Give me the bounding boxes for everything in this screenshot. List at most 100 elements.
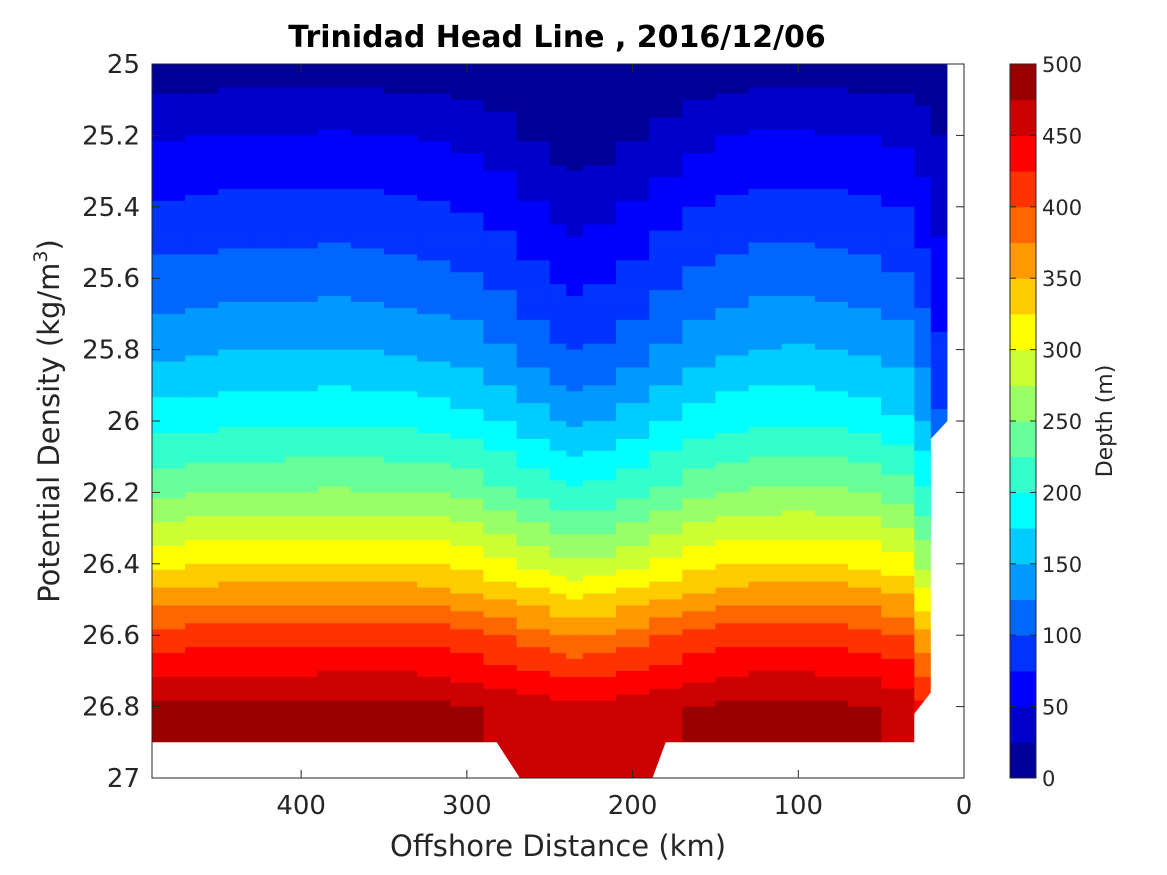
contour-cell	[450, 450, 485, 458]
contour-cell	[682, 159, 717, 166]
contour-cell	[582, 653, 617, 660]
contour-cell	[748, 450, 783, 458]
contour-cell	[284, 218, 319, 226]
contour-cell	[317, 397, 352, 404]
contour-cell	[251, 724, 286, 731]
contour-cell	[417, 379, 451, 386]
contour-cell	[185, 450, 219, 458]
contour-cell	[715, 177, 750, 184]
contour-cell	[616, 361, 650, 369]
contour-cell	[251, 296, 286, 303]
contour-cell	[715, 670, 750, 678]
contour-cell	[152, 278, 186, 285]
contour-cell	[848, 432, 882, 440]
contour-cell	[781, 486, 816, 493]
contour-cell	[914, 557, 932, 565]
contour-cell	[781, 653, 816, 660]
contour-cell	[748, 147, 783, 154]
contour-cell	[715, 99, 750, 107]
contour-cell	[450, 617, 485, 624]
contour-cell	[185, 224, 219, 232]
contour-cell	[549, 432, 567, 440]
contour-cell	[417, 284, 451, 291]
contour-cell	[914, 290, 932, 297]
contour-cell	[384, 224, 418, 232]
contour-cell	[152, 254, 186, 261]
contour-cell	[384, 581, 418, 589]
contour-cell	[218, 367, 253, 374]
contour-cell	[881, 302, 915, 309]
contour-cell	[582, 676, 617, 684]
contour-cell	[384, 254, 418, 261]
contour-cell	[848, 319, 882, 327]
contour-cell	[251, 450, 286, 458]
contour-cell	[185, 129, 219, 136]
contour-cell	[566, 367, 584, 374]
contour-cell	[814, 129, 849, 136]
contour-cell	[284, 718, 319, 726]
contour-cell	[516, 105, 551, 113]
contour-cell	[549, 450, 567, 458]
contour-cell	[483, 486, 518, 493]
contour-cell	[715, 736, 750, 743]
contour-cell	[549, 278, 567, 285]
contour-cell	[483, 724, 518, 731]
contour-cell	[881, 349, 915, 357]
contour-cell	[930, 111, 949, 119]
contour-cell	[748, 510, 783, 517]
contour-cell	[317, 129, 352, 136]
contour-cell	[317, 581, 352, 589]
contour-cell	[649, 165, 683, 172]
contour-cell	[649, 617, 683, 624]
contour-cell	[284, 724, 319, 731]
contour-cell	[317, 188, 352, 196]
contour-cell	[417, 200, 451, 208]
contour-cell	[549, 504, 567, 511]
colorbar-title: Depth (m)	[1093, 365, 1118, 478]
contour-cell	[930, 278, 949, 285]
contour-cell	[781, 284, 816, 291]
contour-cell	[781, 403, 816, 410]
contour-cell	[317, 462, 352, 470]
contour-cell	[152, 676, 186, 684]
contour-cell	[814, 373, 849, 380]
contour-cell	[616, 623, 650, 630]
contour-cell	[218, 135, 253, 142]
contour-cell	[616, 409, 650, 416]
contour-cell	[715, 64, 750, 71]
contour-cell	[152, 581, 186, 589]
contour-cell	[682, 623, 717, 630]
contour-cell	[218, 575, 253, 583]
contour-cell	[516, 296, 551, 303]
contour-cell	[715, 266, 750, 273]
contour-cell	[350, 183, 385, 190]
contour-cell	[185, 302, 219, 309]
contour-cell	[450, 248, 485, 255]
contour-cell	[781, 462, 816, 470]
contour-cell	[930, 153, 949, 160]
contour-cell	[616, 224, 650, 232]
contour-cell	[748, 736, 783, 743]
contour-cell	[914, 242, 932, 250]
contour-cell	[483, 367, 518, 374]
contour-cell	[350, 355, 385, 363]
contour-cell	[914, 236, 932, 244]
contour-cell	[881, 69, 915, 77]
contour-cell	[350, 504, 385, 511]
contour-cell	[781, 736, 816, 743]
contour-cell	[930, 302, 949, 309]
contour-cell	[549, 397, 567, 404]
contour-cell	[848, 296, 882, 303]
contour-cell	[881, 397, 915, 404]
contour-cell	[649, 468, 683, 476]
contour-cell	[930, 171, 949, 178]
contour-cell	[848, 593, 882, 601]
contour-cell	[930, 200, 949, 208]
contour-cell	[914, 450, 932, 458]
contour-cell	[483, 337, 518, 345]
contour-cell	[649, 236, 683, 244]
contour-cell	[152, 194, 186, 202]
contour-cell	[715, 682, 750, 690]
contour-cell	[566, 688, 584, 696]
contour-cell	[649, 397, 683, 404]
